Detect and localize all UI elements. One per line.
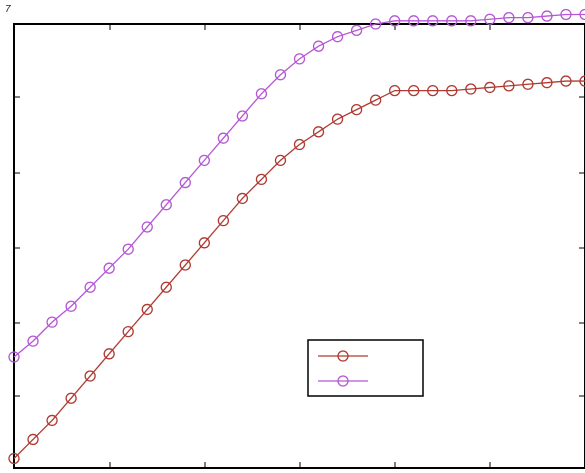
series-1-point-8 [160,199,172,211]
series-0-point-22 [427,84,439,97]
series-1-point-2 [46,316,58,328]
series-1-point-5 [103,262,115,274]
series-0-point-1 [27,433,39,446]
series-0-point-25 [484,81,496,94]
series-0-point-15 [293,138,306,151]
series-1-point-9 [179,176,191,189]
series-0-point-13 [255,173,268,186]
series-1-line [13,13,585,358]
series-1-point-23 [446,15,458,27]
series-0-point-19 [369,94,382,106]
series-1-point-14 [274,69,287,81]
series-1-point-10 [198,154,210,167]
series-0-point-17 [331,113,344,125]
series-0-point-26 [503,80,515,92]
series-1-point-27 [522,12,534,24]
series-0-point-12 [236,192,249,205]
series-1-point-20 [389,15,401,27]
series-0-point-11 [217,214,230,227]
axis-ticks [14,24,585,468]
series-1-point-19 [369,18,382,30]
series-1-point-30 [579,8,585,21]
series-0-point-23 [446,84,458,97]
series-1-point-21 [408,15,420,27]
series-0-point-9 [179,259,191,271]
series-0-point-28 [541,77,553,89]
series-1-point-0 [8,351,20,363]
series-0-point-5 [103,348,115,360]
series-0-point-14 [274,154,287,167]
series-0-point-18 [350,103,363,116]
series-layer [8,8,585,465]
series-0-point-21 [408,84,420,97]
plot-frame [13,23,585,469]
series-1-point-6 [122,243,134,255]
series-1-point-15 [293,53,306,65]
series-0-point-8 [160,281,172,293]
series-1-point-3 [65,300,77,312]
series-1 [8,8,585,363]
series-0-point-29 [560,75,572,87]
series-1-point-13 [255,88,268,100]
series-0-point-2 [46,414,58,427]
series-0-point-24 [465,83,477,95]
series-0-point-7 [141,303,153,316]
series-1-point-7 [141,221,153,233]
series-0-point-4 [84,370,96,382]
series-1-point-12 [236,110,249,122]
series-0-point-10 [198,237,210,249]
series-1-point-29 [560,8,572,21]
series-1-point-11 [217,132,230,144]
series-0-line [13,80,585,459]
series-0-point-16 [312,126,325,138]
series-0-point-3 [65,392,77,404]
series-1-point-18 [350,24,363,36]
series-0-point-6 [122,325,134,338]
series-1-point-16 [312,40,325,52]
series-1-point-22 [427,15,439,27]
series-0-point-27 [522,78,534,90]
series-1-point-28 [541,10,553,22]
series-0-point-20 [389,84,401,97]
series-0 [8,75,585,465]
series-1-point-17 [331,31,344,43]
series-0-point-30 [579,75,585,87]
series-1-point-4 [84,281,96,293]
legend [307,339,424,397]
series-1-point-1 [27,335,39,347]
series-0-point-0 [8,452,20,465]
legend-box [307,339,424,397]
series-1-point-26 [503,12,515,24]
series-1-point-24 [465,15,477,27]
legend-marker-0 [337,350,349,362]
corner-label: 7 [5,4,11,15]
legend-marker-1 [337,375,349,387]
series-1-point-25 [484,13,496,25]
